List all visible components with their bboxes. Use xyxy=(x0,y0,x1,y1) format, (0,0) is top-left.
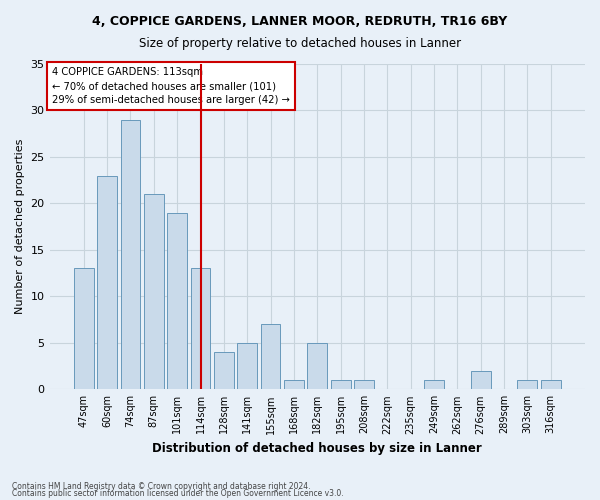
Bar xyxy=(517,380,538,390)
Bar xyxy=(144,194,164,390)
Bar xyxy=(191,268,211,390)
Bar xyxy=(354,380,374,390)
Bar xyxy=(307,343,327,390)
Bar xyxy=(331,380,350,390)
Bar xyxy=(167,212,187,390)
Bar xyxy=(260,324,280,390)
Text: Contains public sector information licensed under the Open Government Licence v3: Contains public sector information licen… xyxy=(12,490,344,498)
Text: 4 COPPICE GARDENS: 113sqm
← 70% of detached houses are smaller (101)
29% of semi: 4 COPPICE GARDENS: 113sqm ← 70% of detac… xyxy=(52,68,290,106)
Bar xyxy=(541,380,560,390)
Bar xyxy=(471,370,491,390)
Bar xyxy=(284,380,304,390)
Text: Contains HM Land Registry data © Crown copyright and database right 2024.: Contains HM Land Registry data © Crown c… xyxy=(12,482,311,491)
Bar xyxy=(214,352,234,390)
Bar xyxy=(121,120,140,390)
Bar xyxy=(74,268,94,390)
Bar xyxy=(97,176,117,390)
Bar xyxy=(424,380,444,390)
X-axis label: Distribution of detached houses by size in Lanner: Distribution of detached houses by size … xyxy=(152,442,482,455)
Text: Size of property relative to detached houses in Lanner: Size of property relative to detached ho… xyxy=(139,38,461,51)
Y-axis label: Number of detached properties: Number of detached properties xyxy=(15,139,25,314)
Bar xyxy=(238,343,257,390)
Text: 4, COPPICE GARDENS, LANNER MOOR, REDRUTH, TR16 6BY: 4, COPPICE GARDENS, LANNER MOOR, REDRUTH… xyxy=(92,15,508,28)
